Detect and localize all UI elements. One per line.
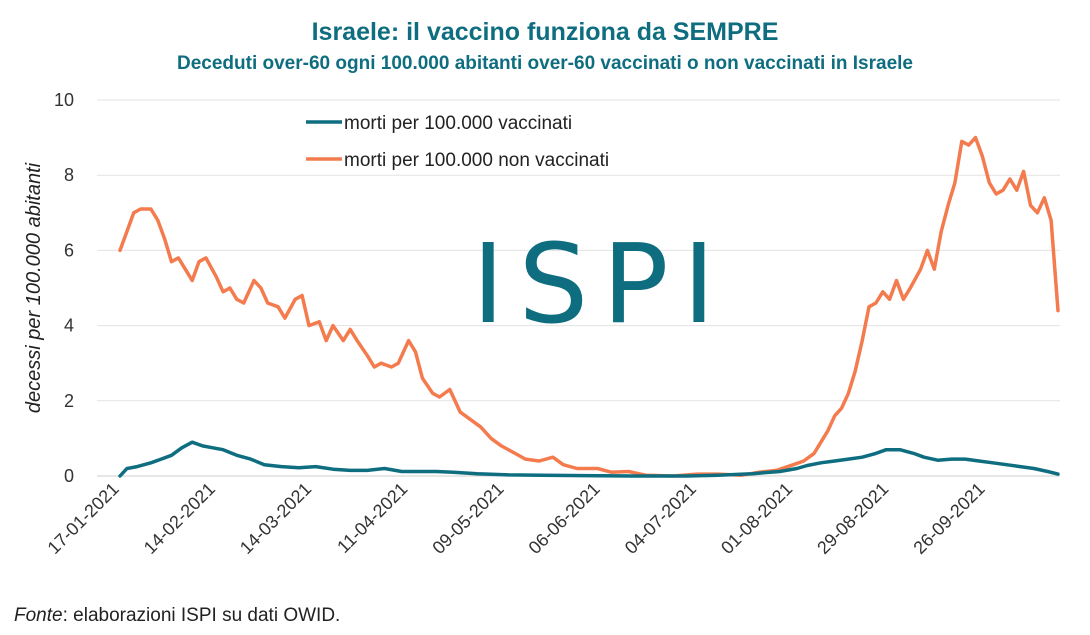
y-tick-label: 2 [64, 391, 74, 411]
x-tick-label: 11-04-2021 [333, 479, 411, 557]
chart-subtitle: Deceduti over-60 ogni 100.000 abitanti o… [176, 53, 913, 74]
x-tick-label: 17-01-2021 [44, 479, 123, 558]
y-axis-label: decessi per 100.000 abitanti [23, 162, 45, 413]
y-axis-ticks: 0 2 4 6 8 10 [54, 90, 74, 486]
x-tick-label: 01-08-2021 [717, 479, 796, 558]
x-tick-label: 04-07-2021 [621, 479, 700, 558]
x-tick-label: 06-06-2021 [525, 479, 604, 558]
x-tick-label: 14-02-2021 [140, 479, 219, 558]
x-tick-label: 26-09-2021 [909, 479, 988, 558]
y-tick-label: 6 [64, 240, 74, 260]
x-axis-ticks: 17-01-2021 14-02-2021 14-03-2021 11-04-2021… [44, 479, 989, 558]
legend: morti per 100.000 vaccinati morti per 100… [306, 113, 609, 171]
x-tick-label: 14-03-2021 [236, 479, 315, 558]
chart-title: Israele: il vaccino funziona da SEMPRE [311, 18, 779, 46]
source-label: Fonte [14, 605, 63, 626]
y-tick-label: 4 [64, 316, 74, 336]
series-line [118, 440, 1060, 478]
x-tick-label: 09-05-2021 [428, 479, 507, 558]
series-lines [118, 135, 1060, 478]
source-note: Fonte: elaborazioni ISPI su dati OWID. [14, 605, 340, 627]
legend-label: morti per 100.000 non vaccinati [344, 150, 609, 171]
source-text: : elaborazioni ISPI su dati OWID. [62, 605, 341, 626]
series-line [118, 135, 1060, 478]
y-tick-label: 0 [64, 466, 74, 486]
y-tick-label: 10 [54, 90, 74, 110]
y-tick-label: 8 [64, 165, 74, 185]
legend-label: morti per 100.000 vaccinati [344, 113, 572, 134]
x-tick-label: 29-08-2021 [813, 479, 892, 558]
ispi-watermark: ISPI [472, 220, 729, 348]
